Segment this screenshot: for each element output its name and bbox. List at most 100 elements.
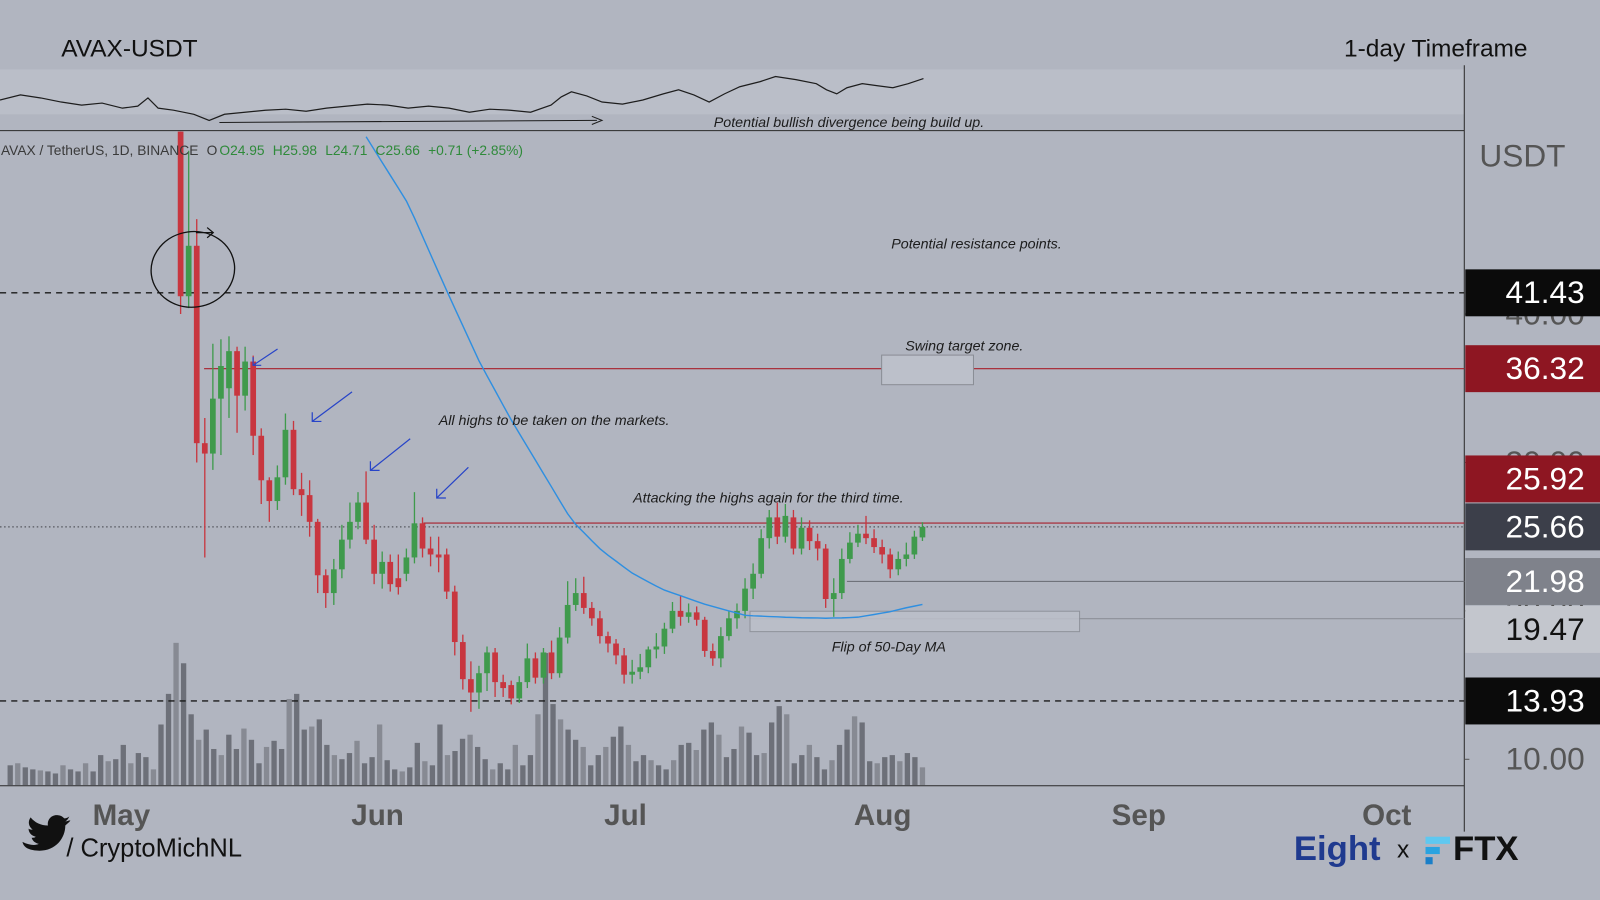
price-label-box (1465, 605, 1600, 653)
volume-bar (248, 739, 255, 786)
volume-bar (761, 753, 767, 786)
volume-bar (791, 763, 797, 786)
volume-bar (505, 769, 511, 786)
candle-body (798, 527, 805, 549)
volume-bar (263, 746, 270, 786)
price-label: 19.47 (1506, 611, 1585, 647)
volume-bar (550, 704, 556, 786)
volume-bar (407, 767, 413, 786)
candle-body (435, 554, 442, 558)
price-label: 25.66 (1506, 508, 1585, 544)
volume-bar (671, 760, 677, 786)
volume-bar (233, 748, 240, 786)
candle-body (782, 515, 789, 537)
annotation: Potential bullish divergence being build… (714, 115, 984, 131)
candle-body (468, 679, 474, 693)
x-tick-label: Jul (604, 799, 647, 832)
candle-body (718, 636, 724, 659)
volume-bar (376, 724, 383, 786)
annotation: Attacking the highs again for the third … (632, 491, 903, 507)
candle-body (750, 573, 756, 589)
volume-bar (150, 769, 157, 786)
volume-bar (836, 744, 843, 786)
volume-bar (693, 750, 699, 786)
volume-bar (294, 693, 300, 786)
candle-body (540, 652, 547, 678)
volume-bar (339, 759, 345, 786)
volume-bar (482, 759, 488, 786)
volume-bar (180, 663, 187, 786)
rsi-line (0, 75, 924, 122)
candle-body (379, 561, 386, 574)
volume-bar (105, 761, 111, 786)
candle-body (645, 649, 652, 668)
candle-body (613, 643, 619, 656)
x-tick-label: Aug (854, 799, 912, 832)
candle-body (524, 658, 531, 683)
volume-bar (90, 771, 96, 786)
volume-bar (776, 706, 782, 786)
flip-zone (749, 610, 1081, 633)
volume-bar (738, 726, 745, 786)
volume-bar (572, 739, 579, 786)
volume-bar (15, 763, 21, 786)
candle-body (516, 682, 523, 699)
candle-body (879, 547, 885, 555)
volume-bar (821, 769, 828, 786)
candle-body (919, 526, 926, 538)
volume-bar (135, 753, 142, 786)
candle-body (427, 548, 434, 555)
candle-body (838, 558, 845, 594)
candle-body (685, 612, 692, 617)
annotation: Flip of 50-Day MA (832, 640, 946, 656)
volume-bar (422, 761, 428, 786)
candle-body (903, 554, 910, 559)
volume-bar (708, 722, 715, 786)
candle-body (508, 685, 515, 699)
candle-body (629, 671, 636, 675)
price-label-box (1465, 455, 1600, 503)
volume-bar (128, 763, 134, 786)
candle-body (580, 593, 587, 608)
price-label-box (1465, 677, 1600, 725)
volume-bar (278, 748, 285, 786)
month-labels: May Jun Jul Aug Sep Oct (93, 799, 1412, 832)
candle-body (395, 578, 402, 588)
volume-bar (844, 729, 850, 786)
candle-body (847, 542, 853, 559)
handle: / CryptoMichNL (66, 835, 242, 863)
candle-body (758, 538, 765, 574)
candle-body (734, 610, 740, 619)
candle-body (282, 429, 289, 478)
title: AVAX-USDT (61, 35, 197, 62)
candle-body (314, 521, 321, 576)
high-arrows (252, 348, 469, 499)
circle-arrow (195, 227, 215, 239)
candle-body (500, 682, 507, 689)
volume-bar (557, 719, 564, 786)
candle-body (459, 642, 466, 680)
volume-bar (904, 753, 911, 786)
volume-bar (512, 744, 518, 786)
divergence-line (219, 119, 597, 123)
divergence-arrow (591, 115, 604, 125)
volume-bar (625, 744, 632, 786)
volume-bar (452, 751, 458, 786)
candle-body (347, 521, 353, 540)
volume-bar (746, 732, 752, 786)
volume-bar (640, 755, 647, 786)
candle-body (177, 131, 184, 297)
volume-bar (467, 734, 473, 786)
volume-layer (7, 642, 926, 786)
candle-body (298, 489, 305, 496)
candle-body (201, 443, 208, 454)
ma-layer (365, 136, 923, 619)
candle-body (339, 539, 345, 570)
candle-body (871, 538, 877, 548)
candle-body (677, 610, 684, 617)
ftx-mark (1425, 836, 1450, 865)
volume-bar (912, 757, 918, 786)
price-labels: 41.43 36.32 25.92 25.66 21.98 19.47 13.93 (1465, 269, 1600, 725)
price-label: 25.92 (1506, 460, 1585, 496)
volume-bar (392, 769, 398, 786)
